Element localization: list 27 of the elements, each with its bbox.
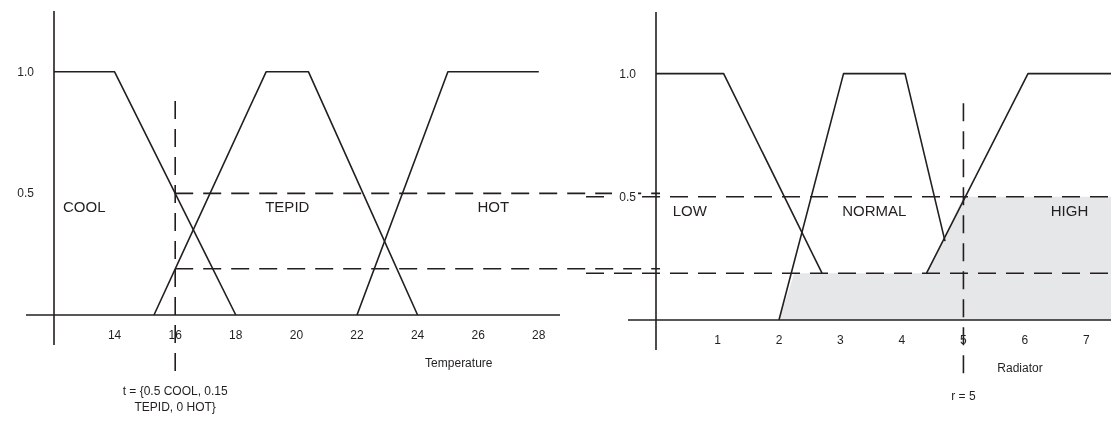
x-tick-label: 1 — [714, 333, 722, 347]
x-tick-label: 28 — [532, 328, 546, 342]
annotation: COOL — [63, 197, 106, 215]
y-tick-label: 1.0 — [619, 66, 637, 81]
annotation: HOT — [477, 197, 510, 215]
x-tick-label: 3 — [837, 333, 845, 347]
x-tick-label: 26 — [471, 328, 486, 342]
ref-line-label: t = {0.5 COOL, 0.15 TEPID, 0 HOT} — [122, 384, 229, 414]
x-tick-label: 4 — [898, 333, 906, 347]
x-axis-title: Temperature — [425, 356, 493, 370]
annotation: TEPID — [265, 197, 310, 215]
annotation: HIGH — [1050, 201, 1089, 219]
x-tick-label: 14 — [107, 328, 122, 342]
y-tick-label: 0.5 — [619, 189, 637, 204]
x-tick-label: 6 — [1021, 333, 1029, 347]
x-tick-label: 7 — [1083, 333, 1091, 347]
y-tick-label: 0.5 — [17, 186, 35, 201]
x-tick-label: 2 — [775, 333, 783, 347]
x-tick-label: 18 — [229, 328, 243, 342]
x-tick-label: 24 — [410, 328, 425, 342]
annotation: NORMAL — [842, 201, 907, 219]
x-axis-title: Radiator — [997, 361, 1043, 375]
x-tick-label: 20 — [289, 328, 304, 342]
y-tick-label: 1.0 — [17, 64, 35, 79]
annotation: LOW — [672, 201, 708, 219]
ref-line-label: r = 5 — [951, 389, 976, 403]
x-tick-label: 22 — [350, 328, 364, 342]
